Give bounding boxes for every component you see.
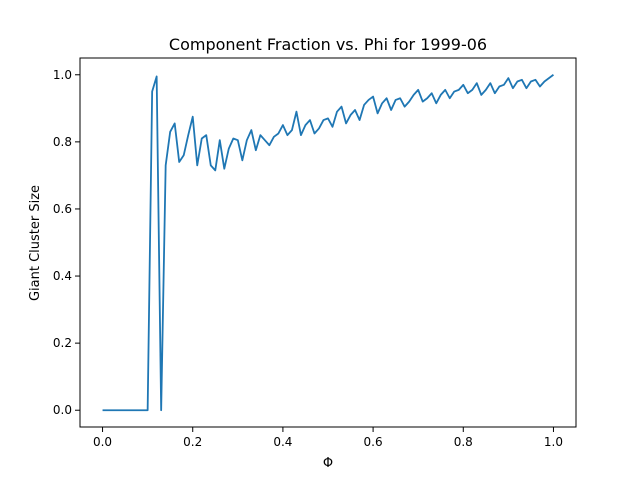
y-tick-label: 1.0: [53, 68, 72, 82]
y-axis-ticks: 0.0 0.2 0.4 0.6 0.8 1.0: [53, 68, 80, 417]
x-tick-label: 0.8: [454, 435, 473, 449]
x-tick-label: 0.4: [273, 435, 292, 449]
x-axis-label: Φ: [323, 456, 333, 471]
x-tick-label: 0.0: [93, 435, 112, 449]
y-tick-label: 0.2: [53, 336, 72, 350]
y-axis-label: Giant Cluster Size: [28, 185, 43, 301]
plot-frame: [79, 57, 577, 428]
x-axis-ticks: 0.0 0.2 0.4 0.6 0.8 1.0: [93, 427, 563, 449]
x-tick-label: 1.0: [544, 435, 563, 449]
chart-title: Component Fraction vs. Phi for 1999-06: [169, 35, 487, 54]
series-line: [102, 74, 554, 412]
x-tick-label: 0.2: [183, 435, 202, 449]
y-tick-label: 0.4: [53, 269, 72, 283]
y-tick-label: 0.6: [53, 202, 72, 216]
x-tick-label: 0.6: [364, 435, 383, 449]
y-tick-label: 0.8: [53, 135, 72, 149]
y-tick-label: 0.0: [53, 403, 72, 417]
